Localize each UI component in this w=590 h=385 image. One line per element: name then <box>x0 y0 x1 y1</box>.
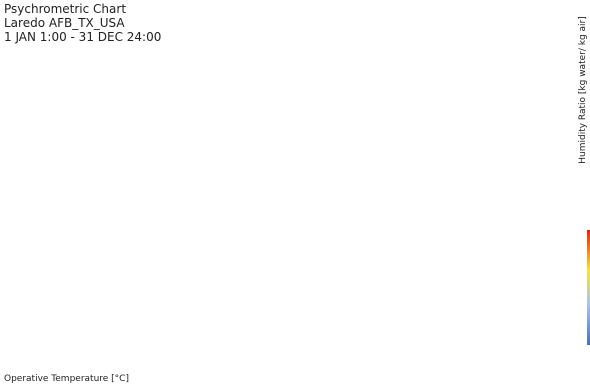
colorbar <box>587 230 590 345</box>
x-axis-label: Operative Temperature [°C] <box>4 374 129 384</box>
title-line: Laredo AFB_TX_USA <box>4 16 125 30</box>
title-line: Psychrometric Chart <box>4 2 126 16</box>
y-axis-label: Humidity Ratio [kg water/ kg air] <box>578 16 588 163</box>
title-line: 1 JAN 1:00 - 31 DEC 24:00 <box>4 30 161 44</box>
